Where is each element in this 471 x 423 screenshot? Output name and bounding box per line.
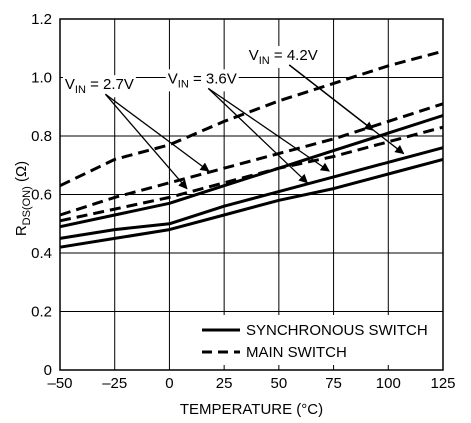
x-tick-label: –50 xyxy=(47,375,72,392)
x-tick-label: 75 xyxy=(325,375,342,392)
vin-annotation-label: VIN = 2.7V xyxy=(65,76,134,96)
annotation-arrow xyxy=(105,93,210,172)
main-switch-series-line xyxy=(59,49,444,188)
x-tick-label: 50 xyxy=(271,375,288,392)
vin-prefix: V xyxy=(249,47,259,64)
x-tick-label: 125 xyxy=(430,375,455,392)
y-axis-label: RDS(ON) (Ω) xyxy=(13,161,33,236)
annotation-arrow xyxy=(207,87,330,172)
annotation-arrow xyxy=(288,64,374,131)
x-tick-label: –25 xyxy=(102,375,127,392)
synchronous-switch-series-line xyxy=(59,146,444,240)
annotation-label-background xyxy=(165,69,239,92)
plot-frame xyxy=(59,18,444,371)
x-tick-label: 0 xyxy=(165,375,173,392)
vin-annotation-label: VIN = 4.2V xyxy=(249,47,318,67)
y-tick-label: 0.8 xyxy=(31,128,52,145)
y-axis-label-subscript: DS(ON) xyxy=(21,186,33,225)
y-tick-label: 0 xyxy=(44,362,52,379)
x-axis-label: TEMPERATURE (°C) xyxy=(180,401,323,418)
series-group xyxy=(59,49,444,249)
y-axis-label-main: R xyxy=(13,225,30,236)
vin-subscript: IN xyxy=(259,55,270,67)
annotation-arrow xyxy=(207,87,308,184)
legend: SYNCHRONOUS SWITCH MAIN SWITCH xyxy=(192,315,440,365)
y-tick-label: 1.2 xyxy=(31,11,52,28)
y-tick-label: 0.4 xyxy=(31,245,52,262)
vin-annotation-label: VIN = 3.6V xyxy=(168,70,237,90)
vin-value: = 4.2V xyxy=(270,47,318,64)
main-switch-series-line xyxy=(59,125,444,223)
vin-value: = 3.6V xyxy=(189,70,237,87)
annotation-label-background xyxy=(246,45,320,68)
synchronous-switch-series-line xyxy=(59,157,444,249)
legend-label-synchronous: SYNCHRONOUS SWITCH xyxy=(246,322,428,339)
y-tick-label: 1.0 xyxy=(31,70,52,87)
x-tick-label: 100 xyxy=(376,375,401,392)
main-switch-series-line xyxy=(59,102,444,217)
annotation-arrow xyxy=(104,93,188,190)
vin-prefix: V xyxy=(65,76,75,93)
legend-label-main: MAIN SWITCH xyxy=(246,344,347,361)
annotation-label-background xyxy=(62,75,136,98)
x-tick-label: 25 xyxy=(216,375,233,392)
vin-value: = 2.7V xyxy=(86,76,134,93)
tick-labels: –50 –25 0 25 50 75 100 125 0 0.2 0.4 0.6 0.8 1.0 1.2 xyxy=(31,11,455,392)
y-tick-label: 0.6 xyxy=(31,187,52,204)
vin-prefix: V xyxy=(168,70,178,87)
legend-background xyxy=(192,315,440,365)
vin-subscript: IN xyxy=(178,78,189,90)
vin-subscript: IN xyxy=(75,84,86,96)
y-tick-label: 0.2 xyxy=(31,304,52,321)
y-axis-label-unit: (Ω) xyxy=(13,161,30,186)
